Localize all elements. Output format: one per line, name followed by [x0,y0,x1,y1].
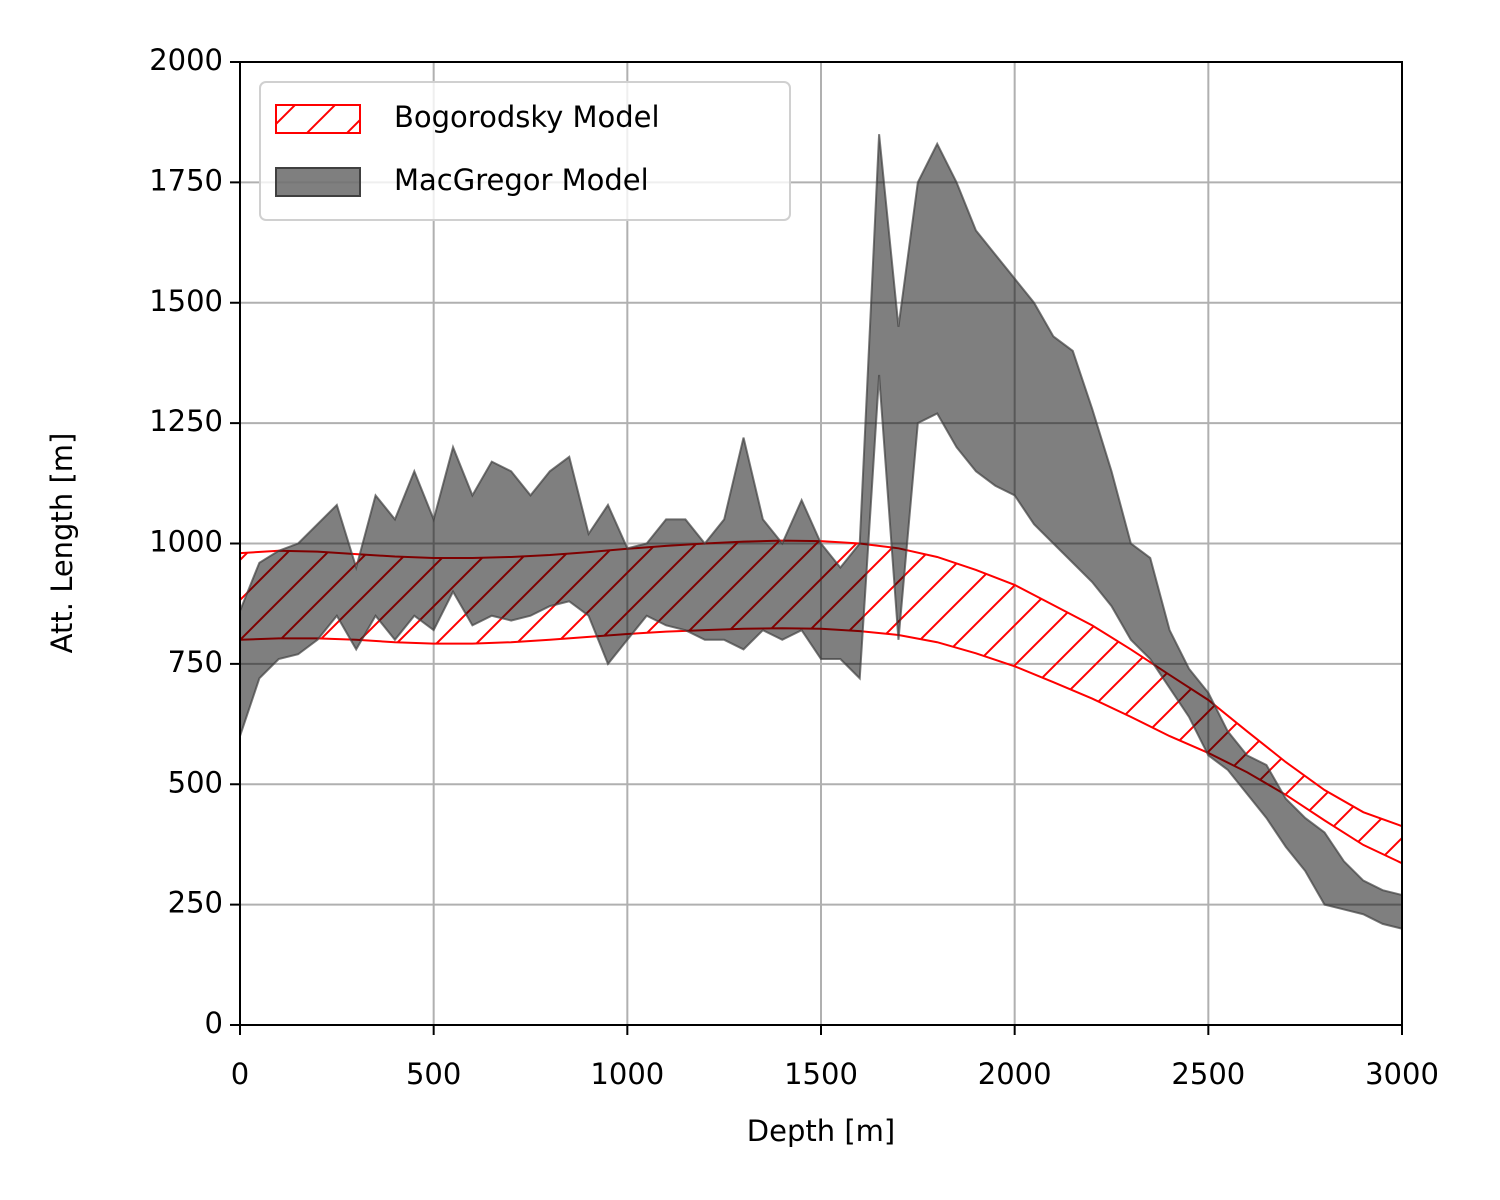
y-tick-label: 0 [205,1006,223,1040]
y-tick-label: 2000 [149,43,223,77]
y-tick-label: 1000 [149,525,223,559]
legend-swatch [275,104,361,134]
legend-label: Bogorodsky Model [394,100,660,134]
band [240,134,1402,930]
y-tick-label: 1250 [149,404,223,438]
y-tick-label: 1750 [149,163,223,197]
legend-box [259,81,791,221]
x-tick-label: 0 [231,1057,249,1091]
y-tick-label: 500 [168,765,223,799]
y-axis-label: Att. Length [m] [45,433,79,654]
band-group [240,134,1402,930]
legend-swatch [275,167,361,197]
x-tick-label: 1000 [590,1057,664,1091]
x-tick-label: 1500 [784,1057,858,1091]
y-tick-label: 1500 [149,284,223,318]
y-tick-label: 750 [168,645,223,679]
x-tick-label: 2500 [1171,1057,1245,1091]
plot-frame [239,61,1403,1026]
legend-label: MacGregor Model [394,163,649,197]
y-tick-label: 250 [168,886,223,920]
x-tick-label: 3000 [1365,1057,1439,1091]
x-tick-label: 500 [406,1057,461,1091]
x-axis-label: Depth [m] [747,1114,895,1148]
x-tick-label: 2000 [978,1057,1052,1091]
